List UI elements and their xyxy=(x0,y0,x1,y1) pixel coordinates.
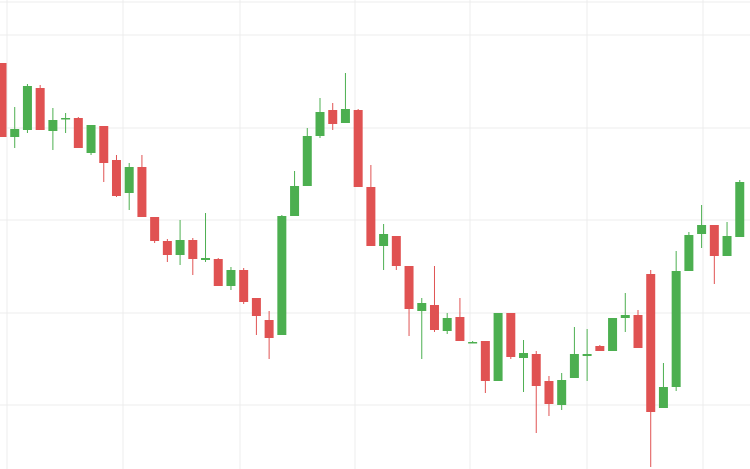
candle-body xyxy=(608,318,618,351)
candle-body xyxy=(722,236,732,256)
candle-body xyxy=(391,236,401,266)
candle-body xyxy=(188,240,198,259)
candle-body xyxy=(531,354,541,386)
candle-body xyxy=(480,341,490,381)
candle-body xyxy=(124,167,134,193)
candle-body xyxy=(493,313,503,381)
candle-body xyxy=(251,298,261,316)
candle-body xyxy=(226,270,236,286)
candle-body xyxy=(340,109,350,123)
candle-body xyxy=(213,259,223,286)
candle-body xyxy=(353,110,363,187)
candle-body xyxy=(709,225,719,256)
candle-body xyxy=(277,216,287,335)
candle-body xyxy=(201,258,211,260)
candle-body xyxy=(506,313,516,357)
candle-body xyxy=(99,126,109,163)
candle-body xyxy=(150,217,160,241)
candle-body xyxy=(735,182,745,237)
candle-body xyxy=(0,63,7,137)
candle-body xyxy=(137,167,147,217)
candle-body xyxy=(366,187,376,246)
candle-body xyxy=(175,240,185,255)
candle-body xyxy=(22,86,32,130)
candle-body xyxy=(519,353,529,358)
candle-body xyxy=(73,118,83,148)
candle-body xyxy=(162,241,172,255)
candle-body xyxy=(111,160,121,196)
candle-body xyxy=(646,274,656,412)
candle-body xyxy=(468,342,478,344)
candle-body xyxy=(429,305,439,330)
candle-body xyxy=(544,381,554,404)
candle-body xyxy=(48,120,58,131)
vertical-grid xyxy=(6,0,704,469)
candle-body xyxy=(264,320,274,338)
candle-body xyxy=(633,315,643,348)
candle-body xyxy=(404,266,414,309)
candle-body xyxy=(417,303,427,311)
candle-body xyxy=(620,315,630,318)
candle-body xyxy=(455,317,465,341)
candle-body xyxy=(239,270,249,302)
candle-body xyxy=(671,271,681,387)
candle-body xyxy=(595,346,605,351)
candle-body xyxy=(684,235,694,271)
candle-body xyxy=(582,354,592,356)
candle-body xyxy=(302,136,312,186)
candle-body xyxy=(557,380,567,405)
candle-body xyxy=(290,186,300,216)
candle-body xyxy=(61,118,71,120)
candle-body xyxy=(442,318,452,331)
candle-body xyxy=(86,125,96,153)
candle-body xyxy=(379,234,389,246)
candle-body xyxy=(697,225,707,234)
candle-body xyxy=(569,354,579,378)
candle-body xyxy=(315,112,325,136)
candle-body xyxy=(328,110,338,124)
candle-body xyxy=(10,129,20,137)
candle-body xyxy=(658,387,668,408)
candle-body xyxy=(35,88,45,130)
